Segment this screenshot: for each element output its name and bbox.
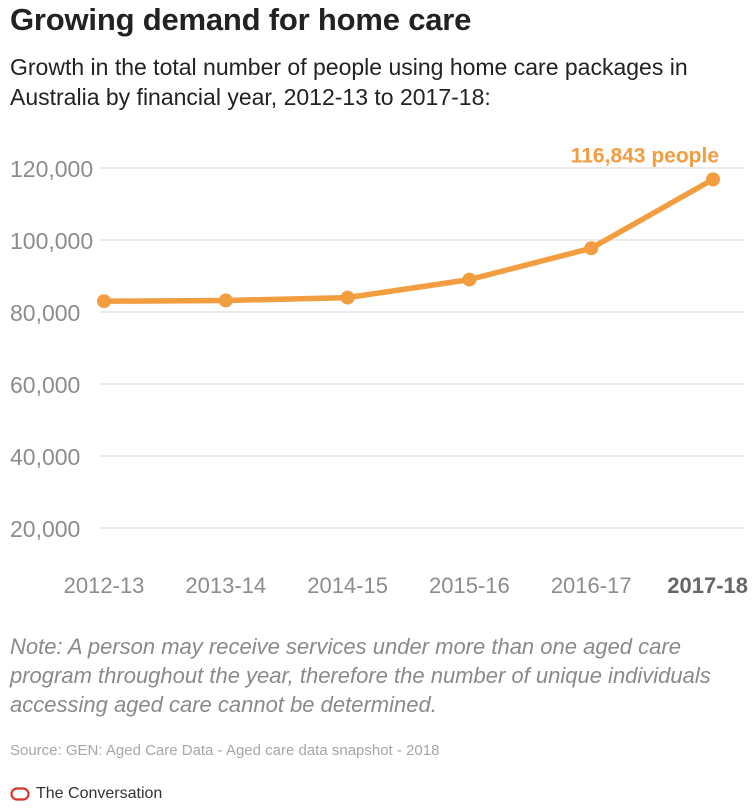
data-point <box>706 172 720 187</box>
data-point <box>218 293 233 308</box>
brand-name: The Conversation <box>36 785 163 802</box>
line-chart: 20,000 40,000 60,000 80,000 100,000 120,000 20… <box>0 130 754 610</box>
y-tick-label: 120,000 <box>10 156 93 182</box>
y-tick-label: 100,000 <box>10 228 93 254</box>
x-tick-label: 2013-14 <box>185 573 266 598</box>
chart-subtitle: Growth in the total number of people usi… <box>10 54 688 110</box>
y-tick-label: 20,000 <box>10 516 80 542</box>
y-tick-label: 80,000 <box>10 300 80 326</box>
x-tick-label: 2017-18 <box>667 573 748 598</box>
annotation-label: 116,843 people <box>571 144 719 167</box>
data-point <box>462 272 477 287</box>
x-tick-label: 2015-16 <box>429 573 510 598</box>
x-tick-label: 2016-17 <box>551 573 632 598</box>
y-tick-label: 60,000 <box>10 372 80 398</box>
brand: The Conversation <box>10 783 162 805</box>
x-tick-label: 2012-13 <box>64 573 145 598</box>
data-point <box>97 294 111 309</box>
series-line <box>101 176 716 304</box>
y-tick-label: 40,000 <box>10 444 80 470</box>
chart-title: Growing demand for home care <box>10 2 472 37</box>
x-tick-label: 2014-15 <box>307 573 388 598</box>
data-point <box>584 241 599 256</box>
source-line: Source: GEN: Aged Care Data - Aged care … <box>10 742 440 759</box>
conversation-logo-icon <box>10 787 30 801</box>
data-point <box>340 290 355 305</box>
chart-svg: 20,000 40,000 60,000 80,000 100,000 120,000 20… <box>10 144 748 598</box>
footnote: Note: A person may receive services unde… <box>10 634 711 717</box>
